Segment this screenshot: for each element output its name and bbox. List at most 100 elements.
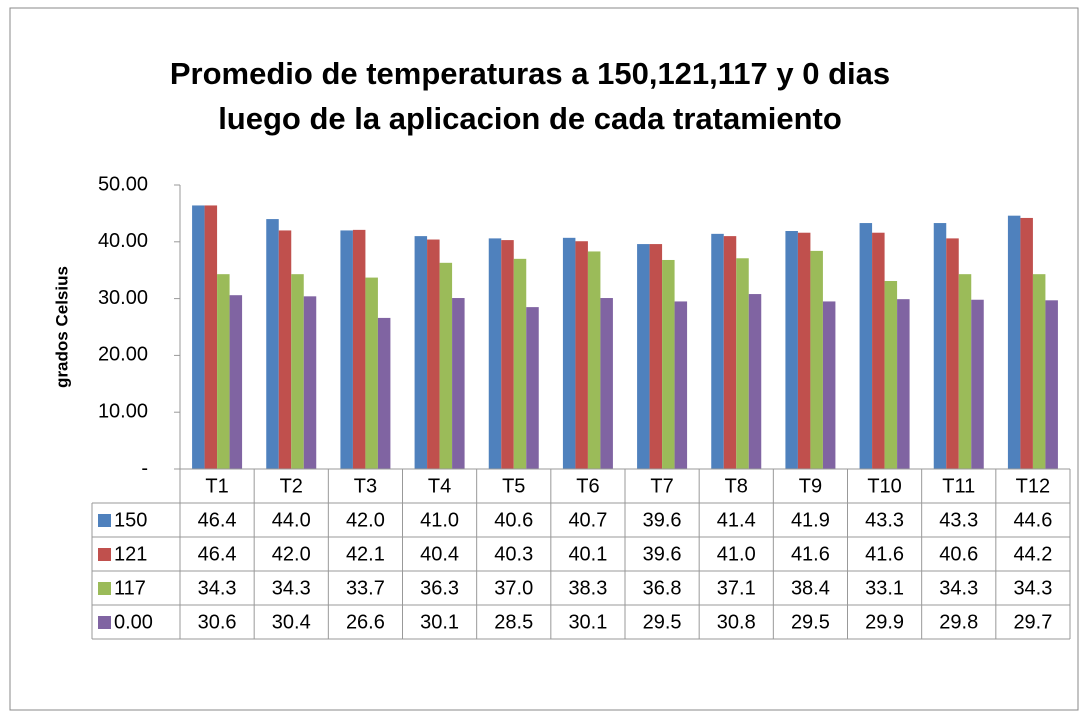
table-value: 37.1 (717, 577, 756, 599)
bar (365, 277, 378, 469)
table-value: 28.5 (494, 611, 533, 633)
bar (439, 262, 453, 469)
x-tick-label: T5 (502, 475, 525, 497)
table-value: 40.4 (420, 543, 459, 565)
bar (859, 223, 873, 469)
legend-key (98, 582, 111, 595)
bar (377, 317, 391, 469)
bar (266, 219, 279, 469)
bar (562, 237, 576, 469)
table-value: 26.6 (346, 611, 385, 633)
table-value: 40.7 (568, 509, 607, 531)
x-tick-label: T8 (725, 475, 748, 497)
chart-title: Promedio de temperaturas a 150,121,117 y… (170, 56, 890, 91)
legend-label: 121 (114, 543, 147, 565)
bar (736, 258, 749, 469)
x-tick-label: T9 (799, 475, 822, 497)
table-value: 40.1 (568, 543, 607, 565)
legend-label: 0.00 (114, 611, 153, 633)
bar (1045, 300, 1058, 469)
table-value: 34.3 (198, 577, 237, 599)
bar (229, 295, 243, 469)
legend-label: 117 (114, 577, 146, 599)
table-value: 36.3 (420, 577, 459, 599)
bar (884, 280, 898, 469)
bar (711, 233, 724, 469)
table-value: 44.2 (1013, 543, 1052, 565)
bar (303, 296, 317, 469)
bar (649, 244, 663, 469)
y-axis-label: grados Celsius (52, 266, 71, 388)
table-value: 29.7 (1013, 611, 1052, 633)
bar (822, 301, 836, 469)
table-value: 36.8 (643, 577, 682, 599)
table-value: 30.6 (198, 611, 237, 633)
bar (278, 230, 292, 469)
bar (452, 298, 465, 469)
table-value: 30.8 (717, 611, 756, 633)
table-value: 41.6 (791, 543, 830, 565)
table-value: 33.7 (346, 577, 385, 599)
bar (352, 229, 366, 469)
bar (1007, 215, 1021, 469)
table-value: 41.0 (420, 509, 459, 531)
bar (575, 241, 588, 469)
bar (587, 251, 601, 469)
bar (1032, 274, 1046, 469)
table-value: 39.6 (643, 543, 682, 565)
bar (488, 238, 502, 469)
bar (291, 274, 304, 469)
bar (971, 299, 984, 469)
table-value: 43.3 (939, 509, 978, 531)
table-value: 41.9 (791, 509, 830, 531)
table-value: 29.9 (865, 611, 904, 633)
bar (513, 258, 527, 469)
x-tick-label: T1 (205, 475, 228, 497)
table-value: 41.6 (865, 543, 904, 565)
table-value: 29.5 (791, 611, 830, 633)
y-tick-label: 50.00 (98, 173, 148, 195)
bar (217, 274, 230, 469)
table-value: 38.3 (568, 577, 607, 599)
bar (526, 307, 539, 469)
table-value: 41.0 (717, 543, 756, 565)
table-value: 42.1 (346, 543, 385, 565)
table-value: 42.0 (272, 543, 311, 565)
bar (946, 238, 959, 469)
table-value: 46.4 (198, 543, 237, 565)
bar (748, 294, 762, 469)
x-tick-label: T6 (576, 475, 599, 497)
table-value: 40.3 (494, 543, 533, 565)
x-tick-label: T7 (650, 475, 673, 497)
bar (662, 259, 675, 469)
table-value: 43.3 (865, 509, 904, 531)
y-tick-label: 30.00 (98, 287, 148, 309)
bar (785, 231, 798, 469)
bar (427, 239, 440, 469)
legend-key (98, 616, 111, 629)
table-value: 30.1 (420, 611, 459, 633)
bar (204, 205, 218, 469)
x-tick-label: T4 (428, 475, 451, 497)
bar (1020, 217, 1033, 469)
chart-title: luego de la aplicacion de cada tratamien… (218, 101, 842, 136)
table-value: 34.3 (1013, 577, 1052, 599)
y-tick-label: 40.00 (98, 230, 148, 252)
y-tick-label: 10.00 (98, 400, 148, 422)
bar (501, 240, 514, 469)
legend-key (98, 548, 111, 561)
bar (958, 274, 972, 469)
bar (192, 205, 205, 469)
bar (872, 232, 885, 469)
bar (723, 236, 737, 469)
bar (897, 299, 910, 469)
table-value: 39.6 (643, 509, 682, 531)
table-value: 38.4 (791, 577, 830, 599)
table-value: 29.5 (643, 611, 682, 633)
bar (810, 250, 823, 469)
bar (600, 298, 613, 469)
bar (340, 230, 353, 469)
legend-label: 150 (114, 509, 147, 531)
bar (637, 244, 650, 469)
